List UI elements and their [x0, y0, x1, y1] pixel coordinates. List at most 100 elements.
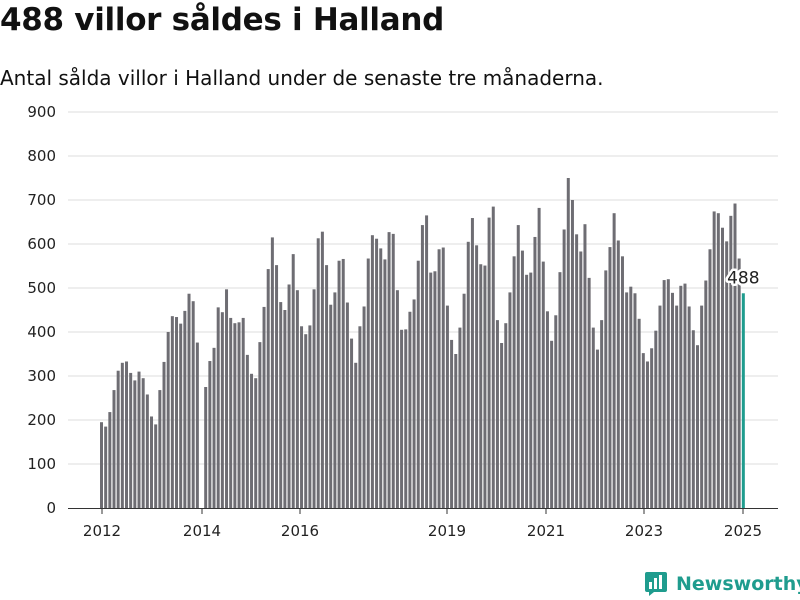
- y-tick-label: 100: [27, 455, 56, 473]
- last-value-label: 488: [727, 268, 759, 288]
- bar: [479, 264, 483, 508]
- bar: [187, 293, 191, 508]
- x-tick-label: 2021: [527, 522, 565, 540]
- bar: [641, 353, 645, 508]
- chart-title: 488 villor såldes i Halland: [0, 2, 445, 38]
- bar: [545, 311, 549, 508]
- bar: [100, 422, 103, 508]
- bar: [687, 306, 691, 508]
- bar: [629, 286, 633, 508]
- bar: [500, 343, 504, 508]
- bar: [437, 249, 441, 508]
- bar: [283, 310, 287, 508]
- bar: [383, 259, 387, 508]
- bar: [491, 206, 495, 508]
- bar: [241, 317, 245, 508]
- bar: [212, 347, 216, 508]
- bar: [208, 361, 212, 508]
- x-tick-label: 2019: [428, 522, 466, 540]
- bar: [666, 279, 670, 508]
- bar: [154, 424, 158, 508]
- bar: [591, 327, 595, 508]
- bar: [579, 251, 583, 509]
- bar: [550, 340, 554, 508]
- bar: [695, 345, 699, 508]
- bar: [204, 387, 208, 508]
- bar: [554, 315, 558, 508]
- bars: [100, 178, 745, 509]
- bar: [679, 285, 683, 508]
- bar: [604, 270, 608, 508]
- bar: [325, 265, 329, 508]
- bar: [320, 231, 324, 508]
- bar: [566, 178, 570, 508]
- bar: [616, 240, 620, 509]
- y-tick-label: 700: [27, 191, 56, 209]
- bar: [729, 215, 733, 508]
- bar: [600, 320, 604, 508]
- bar: [225, 289, 229, 508]
- bar: [725, 241, 729, 509]
- bar: [508, 292, 512, 508]
- bar: [625, 292, 629, 508]
- bar: [516, 225, 520, 508]
- bar: [583, 224, 587, 508]
- bar: [162, 361, 166, 508]
- bar: [258, 342, 262, 508]
- bar: [354, 362, 358, 508]
- bar: [670, 292, 674, 508]
- bar: [454, 354, 458, 508]
- y-tick-label: 900: [27, 103, 56, 121]
- bar: [370, 235, 374, 508]
- bar: [558, 272, 562, 508]
- bar: [150, 416, 154, 508]
- bar: [512, 256, 516, 508]
- bar: [329, 304, 333, 508]
- x-tick-label: 2016: [281, 522, 319, 540]
- bar: [645, 361, 649, 508]
- bar: [412, 299, 416, 508]
- bar: [691, 330, 695, 508]
- bar: [741, 293, 745, 508]
- x-tick-label: 2012: [83, 522, 121, 540]
- bar: [350, 338, 354, 508]
- bar: [637, 318, 641, 508]
- bar: [287, 284, 291, 508]
- bar: [529, 272, 533, 508]
- bar: [129, 372, 133, 508]
- bar: [700, 305, 704, 508]
- bar: [433, 271, 437, 508]
- bar: [337, 260, 341, 508]
- bar: [316, 238, 320, 508]
- bar: [712, 211, 716, 508]
- bar: [358, 326, 362, 508]
- bar: [575, 234, 579, 508]
- bar: [658, 305, 662, 508]
- bar: [345, 302, 349, 508]
- bar: [116, 370, 120, 508]
- x-axis-ticks: 2012 2014 2016 2019 2021 2023 2025: [83, 508, 762, 540]
- bar: [391, 233, 395, 508]
- y-axis-ticks: 0 100 200 300 400 500 600 700 800 900: [27, 103, 56, 517]
- bar: [108, 412, 112, 508]
- bar: [395, 290, 399, 508]
- bar: [341, 258, 345, 508]
- bar: [254, 378, 258, 508]
- bar: [533, 236, 537, 508]
- y-tick-label: 800: [27, 147, 56, 165]
- bar: [608, 247, 612, 508]
- bar: [562, 229, 566, 509]
- bar: [125, 361, 129, 508]
- bar: [295, 290, 299, 508]
- bar: [675, 305, 679, 508]
- bar: [216, 307, 220, 508]
- x-tick-label: 2023: [625, 522, 663, 540]
- bar: [570, 200, 574, 508]
- bar: [137, 371, 141, 508]
- newsworthy-logo: Newsworthy: [644, 569, 800, 599]
- bar: [450, 339, 454, 508]
- last-value-annotation: 488: [725, 266, 762, 291]
- bar: [133, 380, 137, 508]
- bar: [429, 272, 433, 508]
- bar: [233, 323, 237, 508]
